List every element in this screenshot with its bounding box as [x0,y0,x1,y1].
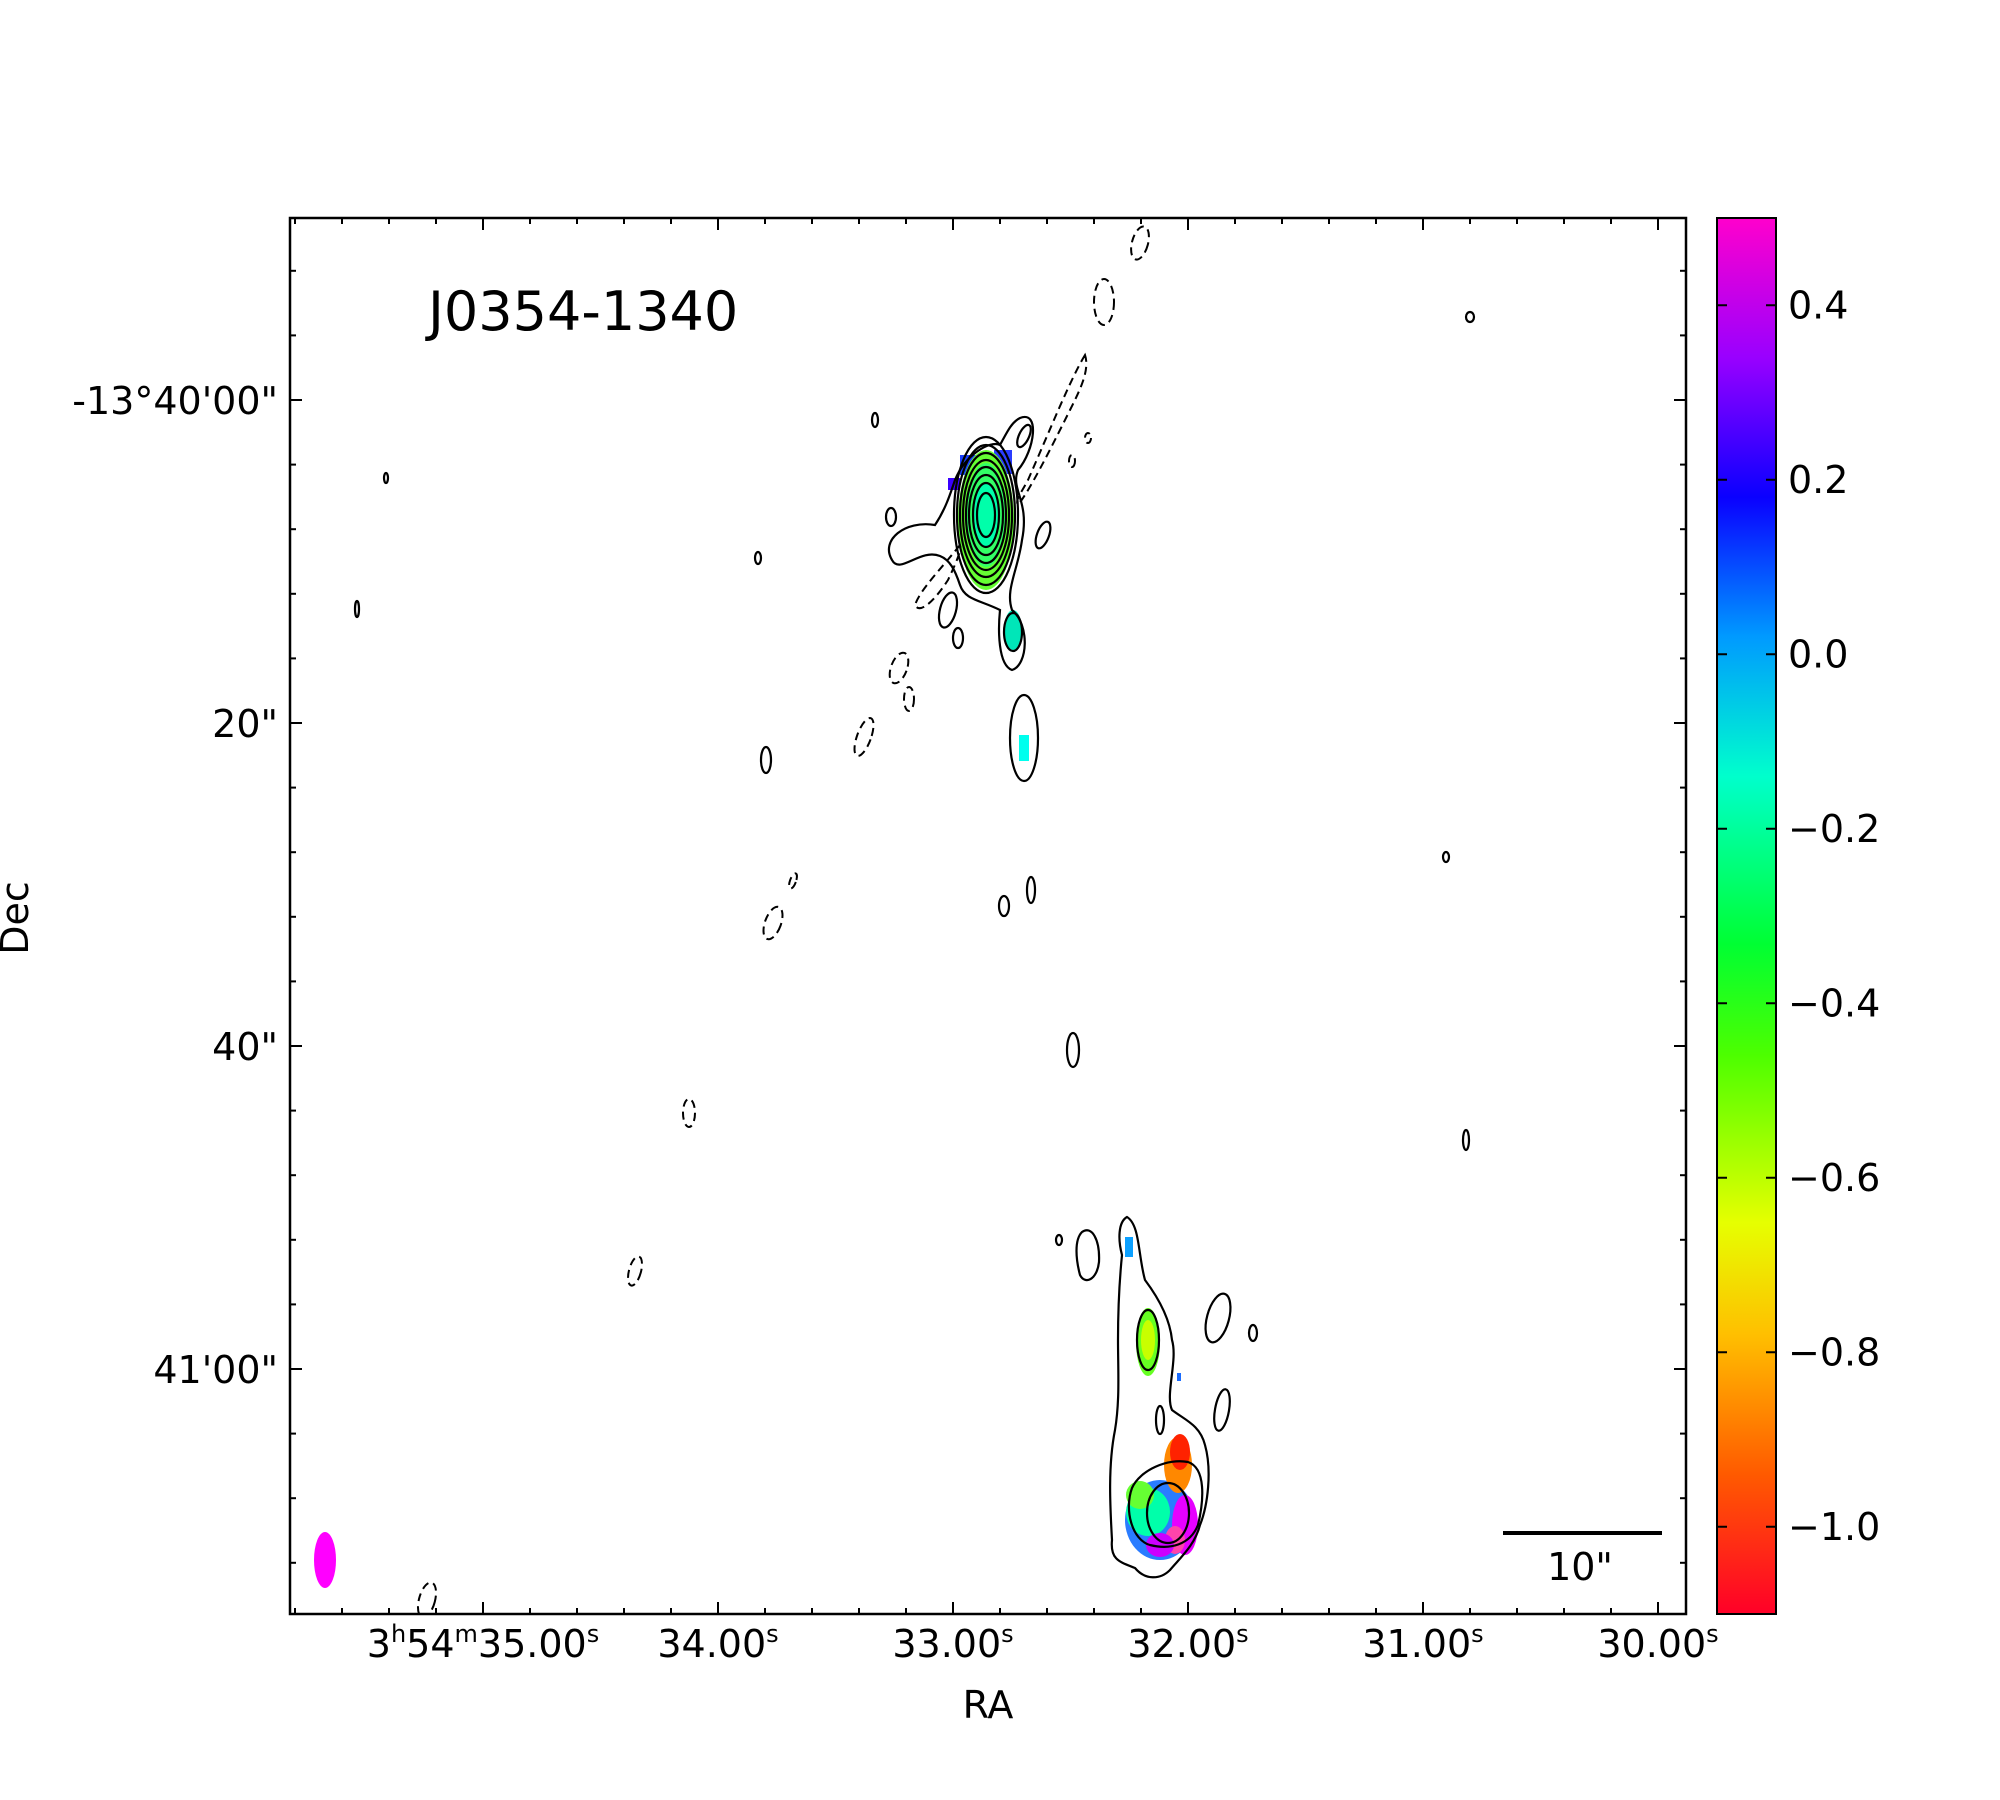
chart-title: J0354-1340 [425,280,738,343]
x-tick-label: 31.00s [1362,1620,1483,1666]
core-contours [353,310,1476,1152]
colorbar-tick-label: 0.2 [1788,458,1848,502]
lobe-spectral-pixels [1125,1237,1198,1560]
colorbar-tick-label: 0.4 [1788,283,1848,327]
colorbar-gradient [1716,217,1777,1615]
y-axis-label: Dec [0,881,37,955]
colorbar-tick-label: −0.8 [1788,1330,1880,1374]
x-tick-label: 33.00s [892,1620,1013,1666]
colorbar-tick-label: 0.0 [1788,632,1848,676]
x-tick-label-first: 3h54m35.00s [367,1620,599,1666]
y-axis-ticks [290,269,1686,1564]
x-tick-labels: 3h54m35.00s 34.00s 33.00s 32.00s 31.00s … [367,1620,1719,1666]
y-tick-label: 20" [212,702,278,746]
x-axis-label: RA [963,1683,1014,1727]
scale-bar-label: 10" [1547,1545,1613,1589]
colorbar: 0.4 0.2 0.0 −0.2 −0.4 −0.6 −0.8 −1.0 [1716,217,1880,1615]
y-tick-labels: -13°40'00" 20" 40" 41'00" [72,379,278,1392]
plot-panel: 10" J0354-1340 3h54m35.00s 34.00s 33.00s… [0,216,1719,1727]
image-layer: 10" J0354-1340 [314,225,1662,1614]
negative-contours [416,225,1150,1614]
colorbar-tick-label: −0.4 [1788,981,1880,1025]
plot-frame [288,216,1688,1616]
x-tick-label: 32.00s [1127,1620,1248,1666]
colorbar-tick-label: −0.2 [1788,807,1880,851]
colorbar-tick-label: −1.0 [1788,1505,1880,1549]
y-tick-label: -13°40'00" [72,379,278,423]
x-tick-label: 34.00s [657,1620,778,1666]
x-tick-label: 30.00s [1597,1620,1718,1666]
y-tick-label: 40" [212,1025,278,1069]
lobe-contours [1054,1215,1259,1579]
colorbar-tick-labels: 0.4 0.2 0.0 −0.2 −0.4 −0.6 −0.8 −1.0 [1788,283,1880,1549]
beam-ellipse [314,1532,336,1588]
colorbar-tick-label: −0.6 [1788,1156,1880,1200]
x-axis-ticks [294,218,1659,1614]
y-tick-label: 41'00" [153,1348,278,1392]
colorbar-ticks [1717,304,1776,1528]
